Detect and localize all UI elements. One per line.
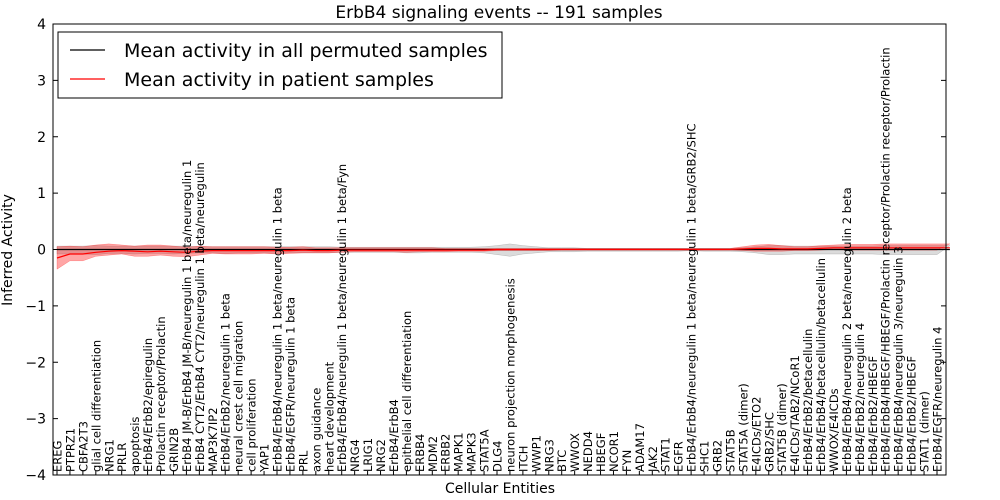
- x-tick-label: WWP1: [529, 435, 543, 472]
- y-tick-label: −3: [25, 412, 46, 428]
- x-tick-label: heart development: [322, 361, 336, 472]
- legend: Mean activity in all permuted samples Me…: [57, 31, 503, 99]
- x-tick-label: ErbB4/ErbB2/betacellulin: [801, 329, 815, 472]
- x-tick-label: STAT1: [659, 437, 673, 472]
- x-tick-label: E4ICDs/ETO2: [749, 397, 763, 472]
- x-tick-label: JAK2: [646, 446, 660, 473]
- x-tick-label: MDM2: [426, 436, 440, 472]
- x-tick-label: ADAM17: [633, 423, 647, 472]
- chart-title: ErbB4 signaling events -- 191 samples: [335, 3, 662, 23]
- x-tick-label: YAP1: [258, 444, 272, 473]
- x-tick-label: epithelial cell differentiation: [400, 311, 414, 472]
- x-tick-label: EGFR: [672, 441, 686, 472]
- x-tick-label: SHC1: [698, 441, 712, 472]
- x-tick-label: NRG1: [102, 439, 116, 472]
- x-tick-label: GRB2: [711, 440, 725, 472]
- x-tick-label: ErbB4/ErbB2/neuregulin 1 beta: [219, 293, 233, 472]
- x-tick-label: PTPRZ1: [63, 428, 77, 472]
- y-tick-label: 4: [37, 17, 46, 33]
- x-tick-label: ErbB4/ErbB2/HBEGF: [866, 356, 880, 472]
- y-tick-label: −1: [25, 299, 46, 315]
- x-tick-label: NRG2: [374, 439, 388, 472]
- y-tick-label: 0: [37, 243, 46, 259]
- x-tick-label: ErbB4/ErbB4/neuregulin 1 beta/neuregulin…: [271, 187, 285, 472]
- x-tick-label: ErbB4/ErbB2/HBEGF: [905, 356, 919, 472]
- y-tick-label: −4: [25, 468, 46, 484]
- x-tick-label: ITCH: [516, 446, 530, 472]
- x-tick-label: GRB2/SHC: [762, 412, 776, 472]
- x-tick-label: FYN: [620, 450, 634, 472]
- x-tick-label: PRLR: [115, 443, 129, 472]
- x-tick-label: ErbB4/EGFR/neuregulin 1 beta: [283, 297, 297, 472]
- x-tick-label: ErbB4/EGFR/neuregulin 4: [931, 327, 945, 472]
- x-tick-label: ErbB4 JM-B/ErbB4 JM-B/neuregulin 1 beta/…: [180, 160, 194, 472]
- x-tick-label: EREG: [51, 441, 65, 472]
- x-tick-label: ErbB4/ErbB4/HBEGF/HBEGF/Prolactin recept…: [879, 47, 893, 472]
- x-tick-label: E4ICDs/TAB2/NCoR1: [788, 355, 802, 472]
- x-tick-label: DLG4: [491, 441, 505, 473]
- x-tick-label: ErbB4/ErbB4/neuregulin 1 beta/neuregulin…: [335, 164, 349, 472]
- x-tick-label: LRIG1: [361, 438, 375, 472]
- x-tick-label: NCOR1: [607, 431, 621, 472]
- x-tick-label: ErbB4/ErbB4: [387, 399, 401, 472]
- x-tick-label: STAT5B (dimer): [775, 383, 789, 472]
- plot-frame: [52, 23, 947, 476]
- x-tick-label: neural crest cell migration: [232, 321, 246, 472]
- x-tick-label: HBEGF: [594, 433, 608, 472]
- legend-label-patient: Mean activity in patient samples: [124, 69, 434, 91]
- x-tick-label: ERBB4: [413, 434, 427, 472]
- x-tick-label: STAT1 (dimer): [918, 391, 932, 472]
- x-tick-label: ErbB4/ErbB4/betacellulin/betacellulin: [814, 258, 828, 472]
- patient-mean-line: [56, 247, 950, 259]
- y-tick-label: −2: [25, 355, 46, 371]
- x-tick-label: cell proliferation: [245, 378, 259, 472]
- x-tick-label: ErbB4/ErbB4/neuregulin 1 beta/neuregulin…: [685, 123, 699, 472]
- x-tick-label: MAPK3: [465, 432, 479, 472]
- x-tick-label: ErbB4 CYT2/ErbB4 CYT2/neuregulin 1 beta/…: [193, 162, 207, 472]
- x-tick-label: NEDD4: [581, 431, 595, 472]
- x-tick-label: ErbB4/ErbB2/neuregulin 4: [853, 323, 867, 472]
- x-tick-label: CBFA2T3: [76, 421, 90, 472]
- legend-box: [57, 31, 503, 99]
- x-tick-label: NRG4: [348, 439, 362, 472]
- x-tick-label: ErbB4/ErbB4/neuregulin 3/neuregulin 3: [892, 246, 906, 472]
- y-axis-label: Inferred Activity: [0, 194, 16, 306]
- x-tick-label: PRL: [296, 450, 310, 472]
- x-tick-label: apoptosis: [128, 417, 142, 472]
- legend-label-permuted: Mean activity in all permuted samples: [124, 40, 487, 62]
- x-tick-label: NRG3: [542, 439, 556, 472]
- x-tick-label: glial cell differentiation: [89, 340, 103, 472]
- x-tick-label: ERBB2: [439, 434, 453, 472]
- x-tick-label: MAP3K7IP2: [206, 407, 220, 472]
- x-tick-label: STAT5A (dimer): [736, 383, 750, 472]
- x-tick-label: neuron projection morphogenesis: [503, 278, 517, 472]
- x-tick-label: STAT5A: [478, 429, 492, 472]
- x-tick-label: WWOX: [568, 433, 582, 472]
- x-tick-label: ErbB4/ErbB2/epiregulin: [141, 338, 155, 472]
- x-axis-label: Cellular Entities: [445, 481, 555, 497]
- x-tick-label: STAT5B: [723, 429, 737, 472]
- x-tick-label: Prolactin receptor/Prolactin: [154, 316, 168, 472]
- x-tick-label: axon guidance: [309, 388, 323, 472]
- x-tick-label: BTC: [555, 450, 569, 472]
- y-tick-label: 1: [37, 186, 46, 202]
- x-tick-label: GRIN2B: [167, 428, 181, 472]
- x-tick-label: WWOX/E4ICDs: [827, 388, 841, 472]
- y-tick-label: 3: [37, 73, 46, 89]
- x-tick-label: ErbB4/ErbB4/neuregulin 2 beta/neuregulin…: [840, 187, 854, 472]
- y-tick-label: 2: [37, 130, 46, 146]
- x-tick-label: MAPK1: [452, 432, 466, 472]
